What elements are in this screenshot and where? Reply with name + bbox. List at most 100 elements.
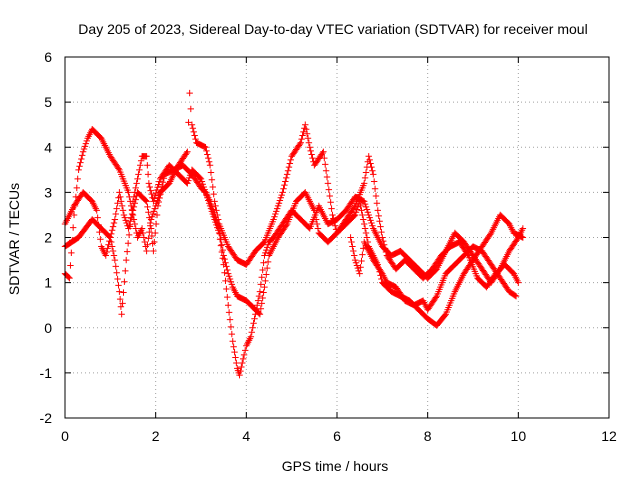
- data-point-marker: [65, 274, 72, 281]
- data-point-marker: [108, 230, 115, 238]
- data-point-marker: [284, 167, 292, 174]
- data-point-marker: [217, 242, 225, 249]
- data-point-marker: [102, 252, 109, 259]
- data-point-marker: [239, 359, 246, 367]
- data-point-marker: [351, 212, 358, 220]
- data-point-marker: [121, 278, 128, 285]
- data-point-marker: [159, 179, 167, 186]
- data-point-marker: [152, 202, 159, 210]
- data-point-marker: [305, 139, 313, 146]
- data-point-marker: [221, 269, 228, 276]
- data-point-marker: [264, 241, 272, 248]
- data-point-marker: [254, 301, 261, 309]
- data-point-marker: [213, 207, 220, 214]
- y-tick-label: 4: [44, 139, 52, 155]
- data-point-marker: [229, 338, 236, 345]
- data-point-marker: [147, 225, 155, 232]
- data-point-marker: [203, 147, 210, 155]
- data-point-marker: [144, 171, 152, 178]
- data-point-marker: [132, 196, 139, 203]
- data-point-marker: [361, 200, 369, 208]
- data-point-marker: [285, 163, 293, 171]
- chart-title: Day 205 of 2023, Sidereal Day-to-day VTE…: [78, 21, 587, 37]
- data-point-marker: [238, 363, 245, 371]
- data-point-marker: [319, 149, 326, 157]
- y-tick-label: 5: [44, 94, 52, 110]
- data-point-marker: [82, 140, 90, 147]
- data-point-marker: [116, 295, 124, 303]
- data-point-marker: [123, 256, 130, 264]
- data-point-marker: [212, 202, 219, 210]
- data-point-marker: [113, 269, 120, 276]
- data-point-marker: [115, 282, 122, 289]
- data-point-marker: [372, 192, 380, 200]
- data-point-marker: [354, 264, 362, 272]
- data-point-marker: [228, 281, 236, 288]
- data-point-marker: [227, 323, 235, 331]
- data-point-marker: [73, 184, 80, 192]
- data-point-marker: [363, 234, 371, 241]
- data-point-marker: [132, 225, 139, 232]
- data-point-marker: [240, 351, 248, 359]
- data-point-marker: [117, 193, 124, 201]
- data-point-marker: [222, 277, 229, 285]
- data-point-marker: [262, 277, 269, 285]
- data-point-marker: [95, 221, 102, 229]
- x-tick-label: 6: [333, 428, 341, 444]
- x-axis-label: GPS time / hours: [282, 458, 389, 474]
- data-point-marker: [348, 238, 355, 246]
- data-point-marker: [118, 311, 125, 318]
- data-point-marker: [127, 218, 134, 225]
- data-point-marker: [183, 149, 190, 157]
- data-point-marker: [351, 252, 358, 259]
- data-point-marker: [367, 160, 374, 167]
- data-point-marker: [122, 217, 129, 224]
- data-point-marker: [326, 192, 333, 200]
- data-point-marker: [232, 354, 239, 361]
- data-point-marker: [312, 211, 319, 219]
- data-point-marker: [129, 211, 137, 219]
- data-point-marker: [210, 190, 217, 198]
- data-point-marker: [275, 200, 283, 207]
- data-point-marker: [207, 200, 215, 208]
- data-point-marker: [205, 158, 213, 165]
- data-point-marker: [358, 257, 365, 265]
- data-point-marker: [154, 197, 161, 204]
- data-point-marker: [108, 227, 116, 234]
- data-point-marker: [261, 283, 268, 291]
- data-point-marker: [136, 166, 143, 174]
- data-point-marker: [134, 175, 141, 183]
- data-point-marker: [69, 237, 76, 244]
- data-point-marker: [137, 157, 145, 164]
- data-point-marker: [152, 220, 160, 228]
- data-point-marker: [351, 256, 359, 264]
- series-sat-b: [61, 162, 527, 329]
- data-point-marker: [138, 225, 146, 232]
- data-point-marker: [239, 355, 247, 363]
- data-point-marker: [380, 237, 387, 245]
- data-point-marker: [365, 153, 372, 160]
- data-point-marker: [206, 162, 214, 169]
- data-point-marker: [515, 279, 522, 286]
- data-point-marker: [283, 171, 291, 178]
- data-point-marker: [96, 228, 103, 236]
- data-point-marker: [186, 174, 193, 182]
- data-point-marker: [152, 189, 160, 197]
- data-point-marker: [303, 130, 311, 137]
- data-point-marker: [126, 193, 133, 201]
- data-point-marker: [257, 305, 265, 312]
- data-point-marker: [160, 175, 168, 182]
- data-point-marker: [123, 248, 131, 255]
- data-point-marker: [75, 166, 82, 174]
- data-point-marker: [355, 267, 362, 275]
- data-point-marker: [143, 247, 150, 255]
- data-point-marker: [151, 195, 158, 202]
- data-point-marker: [148, 190, 155, 198]
- data-point-marker: [188, 121, 196, 128]
- data-point-marker: [185, 119, 192, 126]
- data-point-marker: [150, 247, 157, 255]
- data-point-marker: [227, 278, 235, 285]
- data-point-marker: [141, 238, 148, 246]
- data-point-marker: [249, 324, 256, 331]
- data-point-marker: [198, 178, 206, 185]
